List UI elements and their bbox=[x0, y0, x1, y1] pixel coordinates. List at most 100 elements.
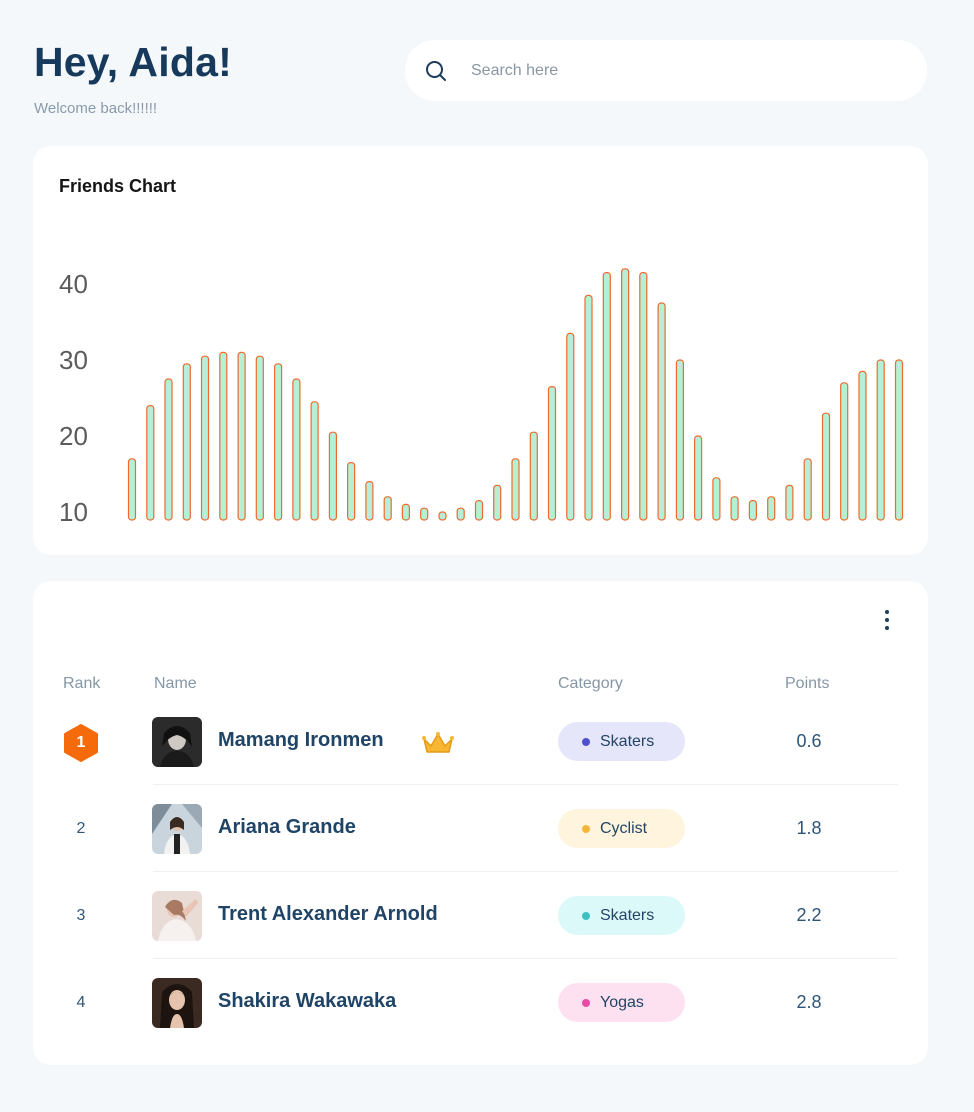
chart-bar[interactable] bbox=[127, 458, 137, 521]
chart-bar[interactable] bbox=[255, 355, 264, 521]
friends-bar-chart: 40 30 20 10 bbox=[59, 268, 904, 527]
player-name[interactable]: Trent Alexander Arnold bbox=[218, 903, 438, 925]
chart-bar[interactable] bbox=[328, 431, 337, 521]
chart-bar[interactable] bbox=[821, 412, 831, 521]
friends-chart-card: Friends Chart 40 30 20 10 bbox=[33, 146, 928, 555]
avatar[interactable] bbox=[152, 978, 202, 1028]
avatar[interactable] bbox=[152, 891, 202, 941]
more-vertical-icon[interactable] bbox=[878, 607, 896, 633]
chart-bar[interactable] bbox=[840, 382, 849, 521]
chart-bar[interactable] bbox=[748, 500, 758, 521]
crown-icon bbox=[421, 731, 455, 760]
chart-bar[interactable] bbox=[602, 271, 611, 521]
chart-bar[interactable] bbox=[657, 302, 666, 521]
row-divider bbox=[153, 784, 898, 785]
avatar[interactable] bbox=[152, 804, 202, 854]
header-category: Category bbox=[558, 675, 623, 692]
chart-bar[interactable] bbox=[712, 477, 721, 521]
chart-bar[interactable] bbox=[347, 462, 356, 521]
chart-bar[interactable] bbox=[219, 351, 228, 521]
chart-bar[interactable] bbox=[310, 401, 319, 521]
category-chip[interactable]: Yogas bbox=[558, 983, 685, 1022]
chart-bar[interactable] bbox=[858, 370, 867, 521]
chart-bar[interactable] bbox=[146, 405, 155, 521]
chart-bar[interactable] bbox=[292, 378, 301, 521]
chart-bar[interactable] bbox=[767, 496, 776, 521]
chart-bar[interactable] bbox=[401, 503, 410, 521]
player-name[interactable]: Ariana Grande bbox=[218, 816, 356, 838]
chart-bar[interactable] bbox=[639, 271, 648, 521]
chart-title: Friends Chart bbox=[59, 176, 177, 196]
player-name[interactable]: Mamang Ironmen bbox=[218, 729, 384, 751]
welcome-subtitle: Welcome back!!!!!! bbox=[34, 100, 158, 117]
header-rank: Rank bbox=[63, 675, 101, 692]
chart-bar[interactable] bbox=[876, 359, 885, 521]
header-points: Points bbox=[785, 675, 830, 692]
points-value: 2.8 bbox=[796, 992, 822, 1012]
chart-bar[interactable] bbox=[894, 359, 904, 521]
table-row[interactable]: 4 Shakira Wakawaka Yogas 2.8 bbox=[33, 959, 928, 1046]
rank-number: 3 bbox=[76, 907, 86, 924]
chart-bar[interactable] bbox=[365, 481, 374, 521]
row-divider bbox=[153, 871, 898, 872]
chart-bar[interactable] bbox=[164, 378, 173, 521]
chart-bar[interactable] bbox=[529, 431, 538, 521]
category-label: Skaters bbox=[600, 732, 655, 750]
chart-bar[interactable] bbox=[274, 363, 283, 521]
rank-number: 4 bbox=[76, 994, 86, 1011]
table-row[interactable]: 3 Trent Alexander Arnold Skaters 2.2 bbox=[33, 872, 928, 959]
chart-bar[interactable] bbox=[584, 294, 593, 521]
points-value: 0.6 bbox=[796, 731, 822, 751]
page-title: Hey, Aida! bbox=[34, 39, 232, 85]
y-tick-label: 20 bbox=[59, 421, 88, 451]
points-value: 2.2 bbox=[796, 905, 822, 925]
chart-bar[interactable] bbox=[237, 351, 246, 521]
category-dot bbox=[582, 998, 590, 1007]
category-chip[interactable]: Skaters bbox=[558, 722, 685, 761]
table-row[interactable]: 2 Ariana Grande Cyclist 1.8 bbox=[33, 785, 928, 872]
chart-bar[interactable] bbox=[693, 435, 703, 521]
search-input[interactable] bbox=[471, 61, 871, 80]
chart-bar[interactable] bbox=[200, 355, 210, 521]
chart-bar[interactable] bbox=[511, 458, 520, 521]
chart-bar[interactable] bbox=[474, 500, 484, 521]
hexagon-icon bbox=[64, 724, 98, 762]
y-tick-label: 40 bbox=[59, 269, 88, 299]
header-name: Name bbox=[154, 675, 197, 692]
leaderboard-card: Rank Name Category Points 1 Mamang Ironm… bbox=[33, 581, 928, 1065]
category-dot bbox=[582, 911, 590, 920]
category-dot bbox=[582, 737, 590, 746]
points-value: 1.8 bbox=[796, 818, 822, 838]
rank-badge: 1 bbox=[63, 724, 99, 762]
category-dot bbox=[582, 824, 590, 833]
search-icon[interactable] bbox=[423, 58, 449, 84]
row-divider bbox=[153, 958, 898, 959]
y-tick-label: 30 bbox=[59, 345, 88, 375]
chart-bar[interactable] bbox=[182, 363, 191, 521]
chart-bar[interactable] bbox=[785, 484, 794, 521]
chart-bar[interactable] bbox=[675, 359, 685, 521]
rank-number: 1 bbox=[76, 734, 86, 751]
greeting: Hey, Aida! Welcome back!!!!!! bbox=[34, 38, 232, 117]
chart-bar[interactable] bbox=[566, 332, 575, 521]
category-label: Skaters bbox=[600, 906, 655, 924]
y-tick-label: 10 bbox=[59, 497, 88, 527]
chart-bar[interactable] bbox=[730, 496, 739, 521]
rank-number: 2 bbox=[76, 820, 86, 837]
chart-bar[interactable] bbox=[620, 268, 630, 521]
category-label: Cyclist bbox=[600, 819, 648, 837]
category-chip[interactable]: Cyclist bbox=[558, 809, 685, 848]
player-name[interactable]: Shakira Wakawaka bbox=[218, 990, 397, 1012]
chart-bar[interactable] bbox=[493, 484, 502, 521]
chart-bar[interactable] bbox=[547, 386, 557, 521]
chart-bar[interactable] bbox=[420, 507, 429, 521]
chart-bar[interactable] bbox=[438, 511, 447, 521]
search-bar[interactable] bbox=[405, 40, 927, 101]
chart-bar[interactable] bbox=[456, 507, 465, 521]
chart-bar[interactable] bbox=[803, 458, 812, 521]
chart-bar[interactable] bbox=[383, 496, 392, 521]
table-row[interactable]: 1 Mamang Ironmen Skaters 0.6 bbox=[33, 698, 928, 785]
avatar[interactable] bbox=[152, 717, 202, 767]
category-label: Yogas bbox=[600, 993, 644, 1011]
category-chip[interactable]: Skaters bbox=[558, 896, 685, 935]
